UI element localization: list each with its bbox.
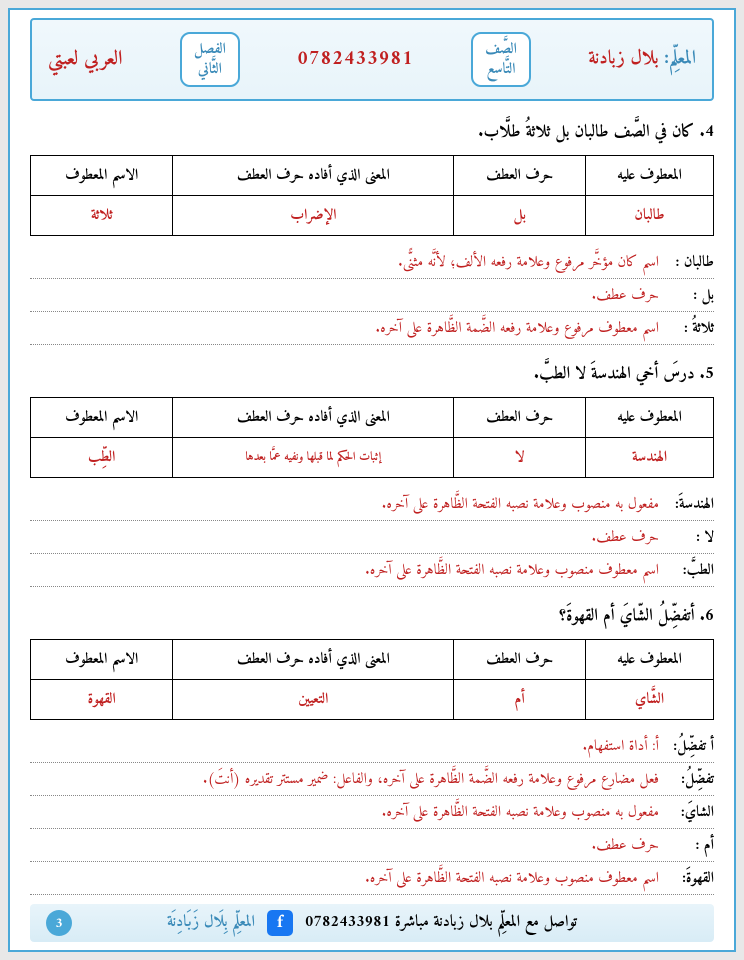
teacher-name: المعلِّم: بلال زبادنة: [588, 43, 696, 76]
q5-col-2: المعنى الذي أفاده حرف العطف: [173, 398, 454, 438]
footer-bar: تواصل مع المعلِّم بلال زبادنة مباشرة 078…: [30, 904, 714, 942]
q6-def-0: أ: أداة استفهام.: [30, 733, 659, 760]
footer-contact: تواصل مع المعلِّم بلال زبادنة مباشرة 078…: [305, 909, 577, 937]
q5-term-1: لا :: [659, 524, 714, 551]
question-4: 4. كان في الصَّف طالبان بل ثلاثةُ طلَّاب…: [30, 117, 714, 345]
q5-cell-3: الطِّب: [31, 438, 173, 478]
q4-term-0: طالبان :: [659, 249, 714, 276]
q6-table: المعطوف عليه حرف العطف المعنى الذي أفاده…: [30, 639, 714, 720]
q4-cell-3: ثلاثة: [31, 196, 173, 236]
q5-line-1: لا : حرف عطف.: [30, 521, 714, 554]
q4-col-0: المعطوف عليه: [586, 156, 714, 196]
q5-cell-0: الهندسة: [586, 438, 714, 478]
footer-contact-text: تواصل مع المعلِّم بلال زبادنة مباشرة: [395, 909, 577, 937]
q5-cell-1: لا: [454, 438, 586, 478]
q4-def-0: اسم كان مؤخَّر مرفوع وعلامة رفعه الألف؛ …: [30, 249, 659, 276]
q6-line-3: أم : حرف عطف.: [30, 829, 714, 862]
q6-term-2: الشايَ:: [659, 799, 714, 826]
q4-cell-2: الإضراب: [173, 196, 454, 236]
q6-term-1: تفضِّلُ:: [659, 766, 714, 793]
q5-def-0: مفعول به منصوب وعلامة نصبه الفتحة الظَّا…: [30, 491, 659, 518]
q6-term-3: أم :: [659, 832, 714, 859]
q5-line-0: الهندسةَ: مفعول به منصوب وعلامة نصبه الف…: [30, 488, 714, 521]
q5-table: المعطوف عليه حرف العطف المعنى الذي أفاده…: [30, 397, 714, 478]
q6-term-4: القهوةَ:: [659, 865, 714, 892]
worksheet-page: المعلِّم: بلال زبادنة الصَّفالتَّاسع 078…: [8, 8, 736, 952]
q6-cell-3: القهوة: [31, 680, 173, 720]
subject-title: العربي لعبتي: [48, 42, 122, 77]
q6-def-2: مفعول به منصوب وعلامة نصبه الفتحة الظَّا…: [30, 799, 659, 826]
q6-line-4: القهوةَ: اسم معطوف منصوب وعلامة نصبه الف…: [30, 862, 714, 895]
q6-cell-0: الشَّاي: [586, 680, 714, 720]
grade-box: الصَّفالتَّاسع: [471, 32, 531, 87]
q4-def-2: اسم معطوف مرفوع وعلامة رفعه الضَّمة الظَ…: [30, 315, 659, 342]
q6-cell-2: التعيين: [173, 680, 454, 720]
q5-col-1: حرف العطف: [454, 398, 586, 438]
q5-col-0: المعطوف عليه: [586, 398, 714, 438]
q6-line-0: أ تفضِّلُ: أ: أداة استفهام.: [30, 730, 714, 763]
footer-team: المعلِّم بِلَال زَبَادِنَة: [167, 909, 255, 937]
q6-col-0: المعطوف عليه: [586, 640, 714, 680]
teacher-name-value: بلال زبادنة: [588, 43, 658, 76]
q6-col-1: حرف العطف: [454, 640, 586, 680]
q5-col-3: الاسم المعطوف: [31, 398, 173, 438]
q6-line-2: الشايَ: مفعول به منصوب وعلامة نصبه الفتح…: [30, 796, 714, 829]
q5-line-2: الطبَّ: اسم معطوف منصوب وعلامة نصبه الفت…: [30, 554, 714, 587]
page-number: 3: [46, 910, 72, 936]
q6-def-4: اسم معطوف منصوب وعلامة نصبه الفتحة الظَّ…: [30, 865, 659, 892]
q4-cell-0: طالبان: [586, 196, 714, 236]
facebook-icon: f: [267, 910, 293, 936]
header-phone: 0782433981: [297, 42, 413, 77]
q6-title: 6. أتفضِّلُ الشّايَ أم القهوةَ؟: [30, 601, 714, 631]
term-box: الفصلالثَّاني: [180, 32, 240, 87]
q4-cell-1: بل: [454, 196, 586, 236]
q5-title: 5. درسَ أخي الهندسةَ لا الطبَّ.: [30, 359, 714, 389]
q4-def-1: حرف عطف.: [30, 282, 659, 309]
q5-term-2: الطبَّ:: [659, 557, 714, 584]
q4-term-1: بل :: [659, 282, 714, 309]
q5-term-0: الهندسةَ:: [659, 491, 714, 518]
q6-cell-1: أم: [454, 680, 586, 720]
q6-line-1: تفضِّلُ: فعل مضارع مرفوع وعلامة رفعه الض…: [30, 763, 714, 796]
question-6: 6. أتفضِّلُ الشّايَ أم القهوةَ؟ المعطوف …: [30, 601, 714, 895]
q6-term-0: أ تفضِّلُ:: [659, 733, 714, 760]
q6-col-3: الاسم المعطوف: [31, 640, 173, 680]
q6-def-3: حرف عطف.: [30, 832, 659, 859]
question-5: 5. درسَ أخي الهندسةَ لا الطبَّ. المعطوف …: [30, 359, 714, 587]
q6-def-1: فعل مضارع مرفوع وعلامة رفعه الضَّمة الظَ…: [30, 766, 659, 793]
q4-col-2: المعنى الذي أفاده حرف العطف: [173, 156, 454, 196]
q5-cell-2: إثبات الحكم لما قبلها ونفيه عمَّا بعدها: [173, 438, 454, 478]
q4-col-1: حرف العطف: [454, 156, 586, 196]
q4-term-2: ثلاثةُ :: [659, 315, 714, 342]
q5-def-1: حرف عطف.: [30, 524, 659, 551]
q4-title: 4. كان في الصَّف طالبان بل ثلاثةُ طلَّاب…: [30, 117, 714, 147]
q4-col-3: الاسم المعطوف: [31, 156, 173, 196]
q4-line-0: طالبان : اسم كان مؤخَّر مرفوع وعلامة رفع…: [30, 246, 714, 279]
teacher-label: المعلِّم:: [664, 43, 696, 76]
header-bar: المعلِّم: بلال زبادنة الصَّفالتَّاسع 078…: [30, 18, 714, 101]
q4-table: المعطوف عليه حرف العطف المعنى الذي أفاده…: [30, 155, 714, 236]
q5-def-2: اسم معطوف منصوب وعلامة نصبه الفتحة الظَّ…: [30, 557, 659, 584]
q4-line-2: ثلاثةُ : اسم معطوف مرفوع وعلامة رفعه الض…: [30, 312, 714, 345]
footer-phone: 0782433981: [305, 909, 390, 937]
q6-col-2: المعنى الذي أفاده حرف العطف: [173, 640, 454, 680]
q4-line-1: بل : حرف عطف.: [30, 279, 714, 312]
